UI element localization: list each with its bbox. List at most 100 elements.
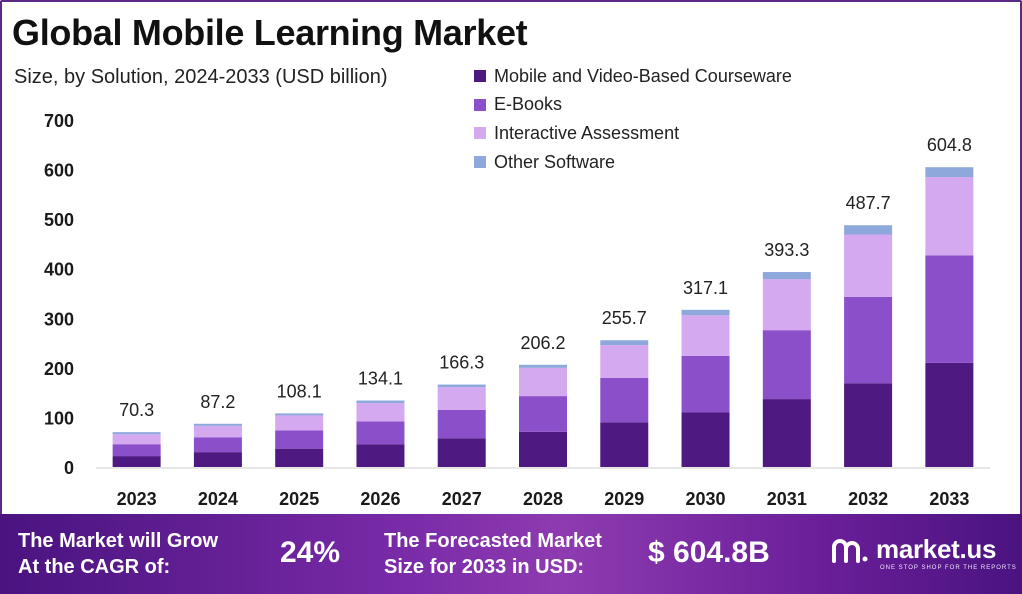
bar-total-label: 317.1 xyxy=(683,278,728,298)
bar-segment-mobile-video xyxy=(600,422,649,467)
chart-subtitle: Size, by Solution, 2024-2033 (USD billio… xyxy=(14,66,388,88)
legend-swatch-other xyxy=(474,156,486,169)
y-tick-label: 700 xyxy=(44,111,74,131)
bar-segment-other xyxy=(275,413,324,416)
x-tick-label: 2031 xyxy=(767,489,807,509)
bar-segment-other xyxy=(193,423,242,426)
legend-swatch-interactive xyxy=(474,127,486,140)
bar-segment-ebooks xyxy=(519,396,567,432)
market-us-logo: market.us ONE STOP SHOP FOR THE REPORTS xyxy=(830,534,1016,571)
bar-segment-ebooks xyxy=(844,296,893,384)
bar-segment-ebooks xyxy=(275,430,324,449)
bar-segment-mobile-video xyxy=(681,412,730,467)
bar-segment-other xyxy=(681,309,730,316)
bar-segment-interactive xyxy=(762,279,811,331)
market-us-logo-icon xyxy=(832,538,868,563)
bar-total-label: 70.3 xyxy=(119,400,154,420)
legend-item-ebooks: E-Books xyxy=(474,91,792,120)
bar-total-label: 108.1 xyxy=(277,381,322,401)
bar-segment-other xyxy=(437,384,486,388)
bar-segment-interactive xyxy=(844,234,893,297)
bar-segment-interactive xyxy=(193,425,242,438)
bar-total-label: 134.1 xyxy=(358,369,403,389)
bar-segment-ebooks xyxy=(193,437,242,453)
bar-total-label: 255.7 xyxy=(602,308,647,328)
bar-segment-mobile-video xyxy=(519,431,567,467)
y-tick-label: 200 xyxy=(44,359,74,379)
x-tick-label: 2032 xyxy=(848,489,888,509)
cagr-label: The Market will Grow At the CAGR of: xyxy=(18,528,218,580)
bar-segment-mobile-video xyxy=(437,438,486,467)
y-tick-label: 600 xyxy=(44,161,74,181)
bar-segment-mobile-video xyxy=(762,399,811,467)
bar-segment-other xyxy=(925,167,974,178)
y-tick-label: 400 xyxy=(44,260,74,280)
forecast-label: The Forecasted Market Size for 2033 in U… xyxy=(384,528,602,580)
bar-segment-interactive xyxy=(925,177,974,256)
footer-banner: The Market will Grow At the CAGR of: 24%… xyxy=(0,514,1022,594)
x-tick-label: 2028 xyxy=(523,489,563,509)
logo-name: market.us xyxy=(876,534,997,564)
bar-segment-other xyxy=(356,400,405,404)
bar-segment-interactive xyxy=(356,403,405,422)
legend-label: Mobile and Video-Based Courseware xyxy=(494,65,792,86)
legend-swatch-ebooks xyxy=(474,98,486,111)
chart-title: Global Mobile Learning Market xyxy=(12,12,528,53)
bar-segment-other xyxy=(112,432,161,435)
bar-segment-other xyxy=(519,364,567,368)
bar-total-label: 393.3 xyxy=(764,240,809,260)
bar-total-label: 487.7 xyxy=(846,193,891,213)
bar-segment-other xyxy=(762,272,811,280)
bar-segment-interactive xyxy=(519,367,567,397)
bar-segment-ebooks xyxy=(600,377,649,423)
stacked-bar-chart: 0 100 200 300 400 500 600 700 70.3 2023 87.2 2024 10… xyxy=(44,111,990,509)
cagr-value: 24% xyxy=(280,536,341,569)
cagr-label-line2: At the CAGR of: xyxy=(18,556,171,578)
bar-total-label: 206.2 xyxy=(520,333,565,353)
x-tick-label: 2029 xyxy=(604,489,644,509)
bar-segment-mobile-video xyxy=(112,456,161,467)
x-tick-label: 2027 xyxy=(442,489,482,509)
forecast-label-line2: Size for 2033 in USD: xyxy=(384,556,585,578)
x-tick-label: 2030 xyxy=(686,489,726,509)
bar-segment-interactive xyxy=(681,315,730,356)
bar-segment-ebooks xyxy=(681,355,730,413)
bar-segment-other xyxy=(600,340,649,346)
bar-total-label: 87.2 xyxy=(200,392,235,412)
bar-segment-other xyxy=(844,225,893,235)
bar-segment-ebooks xyxy=(925,255,974,363)
y-tick-label: 0 xyxy=(64,458,74,478)
bar-segment-ebooks xyxy=(762,330,811,400)
y-tick-label: 500 xyxy=(44,210,74,230)
bar-segment-mobile-video xyxy=(356,444,405,467)
bar-segment-mobile-video xyxy=(193,452,242,467)
forecast-value: $ 604.8B xyxy=(648,536,770,569)
y-tick-label: 300 xyxy=(44,309,74,329)
bar-segment-ebooks xyxy=(437,409,486,439)
x-tick-label: 2024 xyxy=(198,489,238,509)
bar-segment-interactive xyxy=(275,415,324,431)
logo-tagline: ONE STOP SHOP FOR THE REPORTS xyxy=(880,565,1017,571)
legend-label: E-Books xyxy=(494,94,563,115)
x-tick-label: 2023 xyxy=(117,489,157,509)
chart-legend: Mobile and Video-Based Courseware E-Book… xyxy=(474,62,792,176)
cagr-label-line1: The Market will Grow xyxy=(18,530,219,552)
legend-item-mobile-video: Mobile and Video-Based Courseware xyxy=(474,62,792,91)
bar-segment-interactive xyxy=(437,387,486,410)
bar-segment-mobile-video xyxy=(925,362,974,467)
bar-segment-interactive xyxy=(112,434,161,445)
legend-label: Other Software xyxy=(494,151,616,172)
bar-segment-ebooks xyxy=(112,444,161,457)
legend-swatch-mobile-video xyxy=(474,70,486,83)
bar-segment-mobile-video xyxy=(844,383,893,467)
bar-segment-ebooks xyxy=(356,421,405,445)
y-tick-label: 100 xyxy=(44,408,74,428)
bar-total-label: 604.8 xyxy=(927,135,972,155)
legend-label: Interactive Assessment xyxy=(494,122,680,143)
forecast-label-line1: The Forecasted Market xyxy=(384,530,602,552)
bar-segment-interactive xyxy=(600,345,649,378)
x-tick-label: 2026 xyxy=(360,489,400,509)
bar-segment-mobile-video xyxy=(275,448,324,467)
bar-total-label: 166.3 xyxy=(439,353,484,373)
legend-item-other: Other Software xyxy=(474,148,792,177)
